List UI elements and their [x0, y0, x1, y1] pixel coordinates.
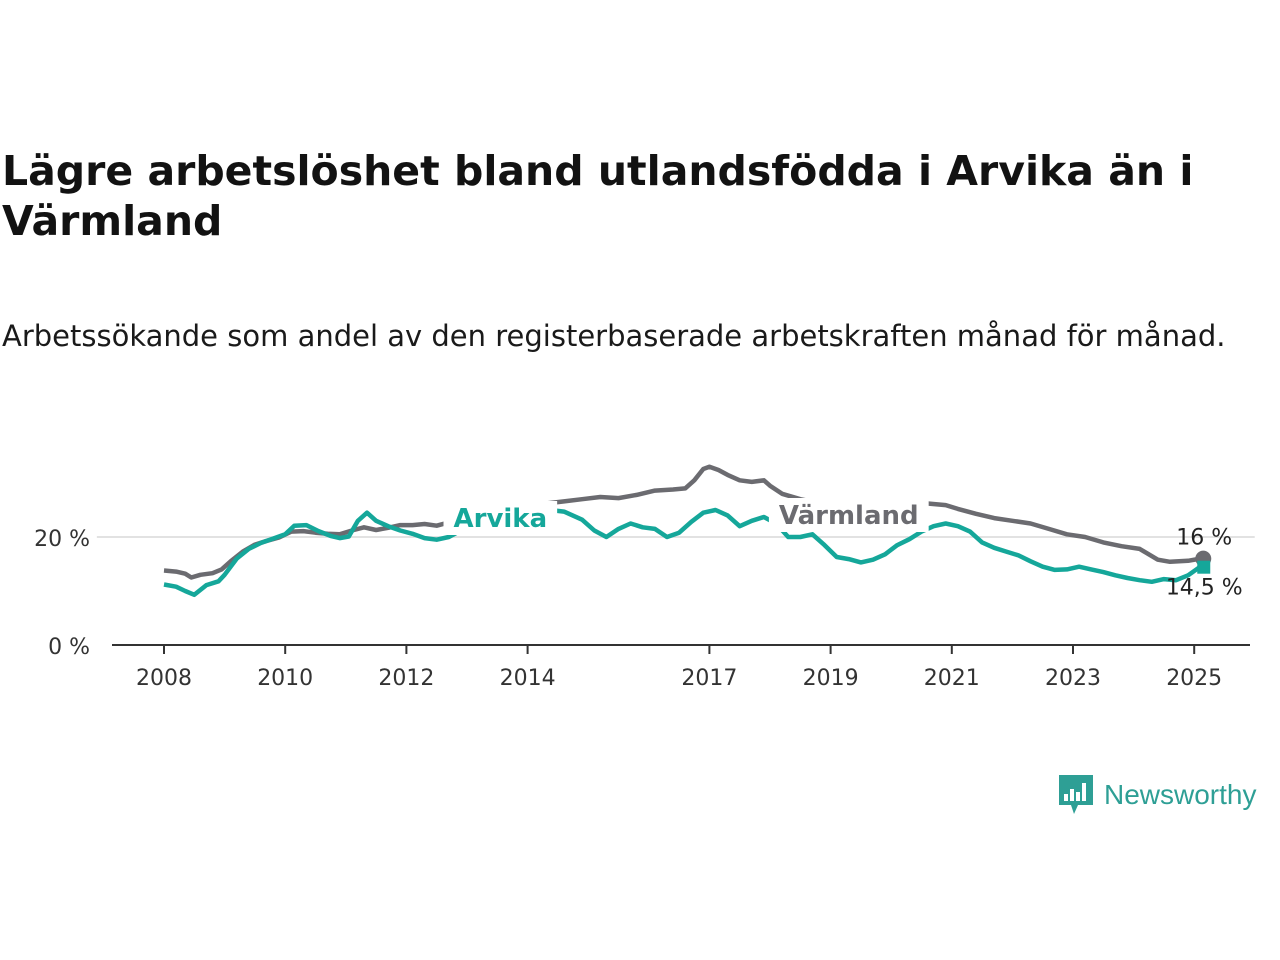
newsworthy-bar-chart-icon	[1059, 775, 1093, 814]
series-line-varmland	[163, 464, 1201, 580]
end-label-arvika: 14,5 %	[1166, 576, 1243, 601]
series-label-varmland-bg	[768, 498, 929, 532]
y-tick-label: 20 %	[34, 527, 90, 552]
end-label-varmland: 16 %	[1176, 526, 1232, 551]
chart-subtitle: Arbetssökande som andel av den registerb…	[2, 319, 1226, 353]
x-tick-label: 2017	[681, 666, 737, 691]
line-chart: 0 % 20 % 2008 2010 2012 2014 2017 2019 2021 2023 2…	[34, 464, 1255, 691]
brand-name: Newsworthy	[1104, 779, 1257, 810]
x-tick-label: 2019	[803, 666, 859, 691]
x-tick-label: 2014	[500, 666, 556, 691]
series-label-arvika: Arvika	[454, 504, 548, 534]
y-tick-label: 0 %	[48, 635, 90, 660]
x-tick-label: 2023	[1045, 666, 1101, 691]
series-label-varmland: Värmland	[779, 501, 919, 531]
newsworthy-logo: Newsworthy	[1058, 772, 1256, 818]
series-label-arvika-bg	[443, 501, 558, 535]
x-tick-label: 2010	[257, 666, 313, 691]
x-tick-label: 2012	[378, 666, 434, 691]
x-tick-label: 2008	[136, 666, 192, 691]
end-marker-arvika	[1197, 560, 1211, 574]
series-line-arvika	[163, 502, 1202, 598]
x-tick-label: 2021	[924, 666, 980, 691]
chart-title: Lägre arbetslöshet bland utlandsfödda i …	[2, 147, 1194, 245]
x-tick-label: 2025	[1166, 666, 1222, 691]
